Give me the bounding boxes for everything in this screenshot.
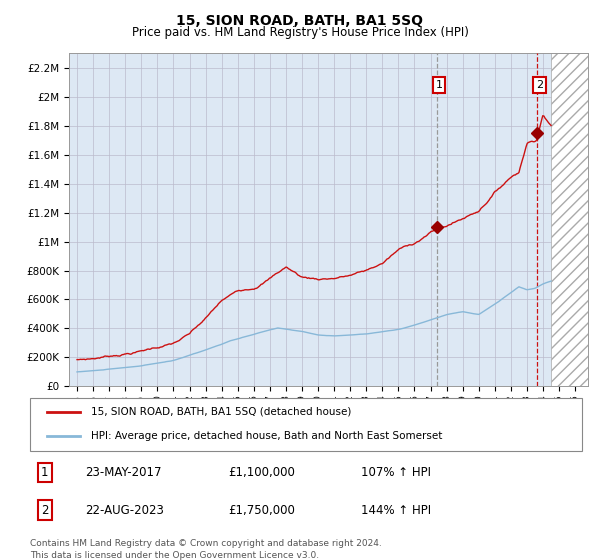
Text: 23-MAY-2017: 23-MAY-2017 <box>85 466 162 479</box>
Text: 1: 1 <box>41 466 49 479</box>
Text: 15, SION ROAD, BATH, BA1 5SQ (detached house): 15, SION ROAD, BATH, BA1 5SQ (detached h… <box>91 407 351 417</box>
Text: £1,100,000: £1,100,000 <box>229 466 296 479</box>
Text: 2: 2 <box>536 80 543 90</box>
FancyBboxPatch shape <box>30 398 582 451</box>
Text: 22-AUG-2023: 22-AUG-2023 <box>85 504 164 517</box>
Text: 15, SION ROAD, BATH, BA1 5SQ: 15, SION ROAD, BATH, BA1 5SQ <box>176 14 424 28</box>
Text: Contains HM Land Registry data © Crown copyright and database right 2024.
This d: Contains HM Land Registry data © Crown c… <box>30 539 382 560</box>
Text: 144% ↑ HPI: 144% ↑ HPI <box>361 504 431 517</box>
Text: Price paid vs. HM Land Registry's House Price Index (HPI): Price paid vs. HM Land Registry's House … <box>131 26 469 39</box>
Text: £1,750,000: £1,750,000 <box>229 504 296 517</box>
Bar <box>551 53 591 386</box>
Text: 2: 2 <box>41 504 49 517</box>
Text: HPI: Average price, detached house, Bath and North East Somerset: HPI: Average price, detached house, Bath… <box>91 431 442 441</box>
Text: 1: 1 <box>436 80 443 90</box>
Text: 107% ↑ HPI: 107% ↑ HPI <box>361 466 431 479</box>
